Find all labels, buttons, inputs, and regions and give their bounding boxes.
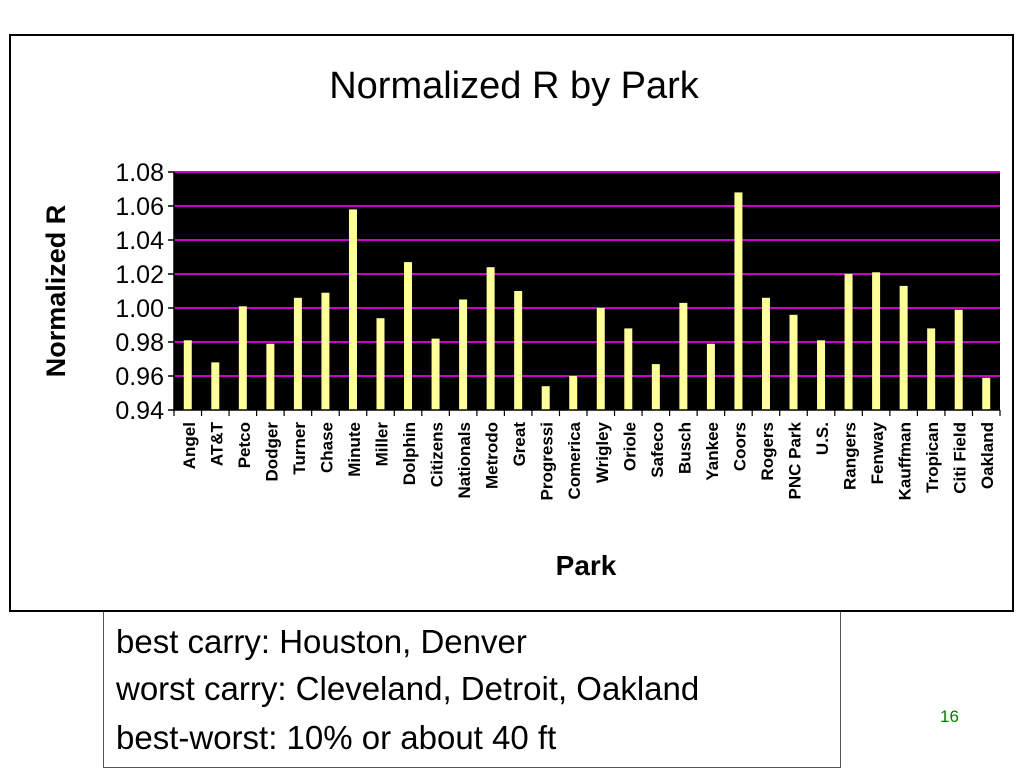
x-tick-label: Nationals [455, 422, 474, 499]
y-axis-label: Normalized R [41, 205, 71, 378]
bar [789, 314, 798, 410]
x-tick-label: Chase [317, 422, 336, 473]
bar [954, 309, 963, 410]
bar [872, 272, 881, 410]
bar [596, 308, 605, 410]
x-tick-label: Great [510, 422, 529, 467]
bar [211, 362, 220, 410]
slide-number: 16 [940, 707, 959, 726]
y-tick-labels: 1.08 1.06 1.04 1.02 1.00 0.98 0.96 0.94 [115, 159, 164, 425]
bar [514, 291, 523, 410]
bar [706, 343, 715, 410]
bar [761, 297, 770, 410]
x-tick-label: Citizens [428, 422, 447, 487]
x-tick-label: Metrodo [483, 422, 502, 489]
bar-chart: Normalized R by Park 1.081.061.041.021.0… [41, 65, 1001, 581]
x-tick-label: Progressi [538, 422, 557, 500]
bar [404, 262, 413, 410]
y-tick-label: 1.02 [115, 261, 164, 289]
x-tick-label: Coors [730, 422, 749, 471]
x-tick-label: Rangers [841, 422, 860, 490]
y-tick-label: 0.98 [115, 329, 164, 357]
x-axis-label: Park [556, 550, 617, 581]
plot-area [174, 172, 1000, 410]
x-tick-label: PNC Park [786, 421, 805, 499]
bar [734, 192, 743, 410]
bar [899, 285, 908, 410]
y-tick-label: 1.06 [115, 193, 164, 221]
x-tick-label: Minute [345, 422, 364, 477]
axes [168, 171, 1001, 416]
chart-frame: Normalized R by Park 1.08 1.06 1.04 1.02 1.0… [9, 34, 1014, 612]
bar [569, 376, 578, 410]
x-tick-label: Wrigley [593, 421, 612, 483]
bar [238, 306, 247, 410]
bar [459, 299, 468, 410]
x-tick-label: Turner [290, 422, 309, 475]
x-tick-label: Dodger [262, 422, 281, 482]
x-tick-label: Tropican [923, 422, 942, 493]
x-tick-label: Miller [373, 422, 392, 467]
gridlines [174, 171, 1000, 377]
y-tick-label: 1.08 [115, 159, 164, 187]
notes-box: best carry: Houston, Denver worst carry:… [103, 612, 841, 768]
x-tick-label: Angel [180, 422, 199, 469]
note-best-worst: best-worst: 10% or about 40 ft [116, 719, 557, 756]
note-worst-carry: worst carry: Cleveland, Detroit, Oakland [116, 670, 700, 707]
y-tick-label: 0.96 [115, 363, 164, 391]
bar [183, 340, 192, 410]
x-tick-label: Yankee [703, 422, 722, 481]
bar [376, 318, 385, 410]
bars [183, 192, 991, 410]
bar [844, 274, 853, 410]
bar [624, 328, 633, 410]
x-tick-label: Petco [235, 422, 254, 468]
bar [679, 302, 688, 410]
bar [817, 340, 826, 410]
x-tick-label: Comerica [565, 421, 584, 499]
bar [927, 328, 936, 410]
bar [486, 267, 495, 410]
bar [982, 377, 991, 410]
x-tick-label: Oriole [620, 422, 639, 471]
x-tick-label: Fenway [868, 421, 887, 484]
chart-title: Normalized R by Park [329, 65, 700, 107]
y-tick-label: 1.00 [115, 295, 164, 323]
bar [348, 209, 357, 410]
x-tick-label: Oakland [978, 422, 997, 489]
x-tick-label: Citi Field [951, 422, 970, 494]
bar [541, 386, 550, 410]
bar [651, 364, 660, 410]
x-tick-label: AT&T [207, 421, 226, 466]
x-tick-labels: Angel AT&T Petco Dodger Turner Chase Minute Mil… [180, 421, 997, 500]
x-tick-label: Rogers [758, 422, 777, 481]
x-tick-label: Dolphin [400, 422, 419, 485]
x-tick-label: Safeco [648, 422, 667, 478]
x-tick-label: U.S. [813, 422, 832, 455]
x-tick-label: Kauffman [896, 422, 915, 500]
y-tick-label: 0.94 [115, 397, 164, 425]
y-tick-label: 1.04 [115, 227, 164, 255]
bar [321, 292, 330, 410]
bar [431, 338, 440, 410]
bar [266, 343, 275, 410]
bar [293, 297, 302, 410]
note-best-carry: best carry: Houston, Denver [116, 623, 527, 660]
x-tick-label: Busch [675, 422, 694, 474]
